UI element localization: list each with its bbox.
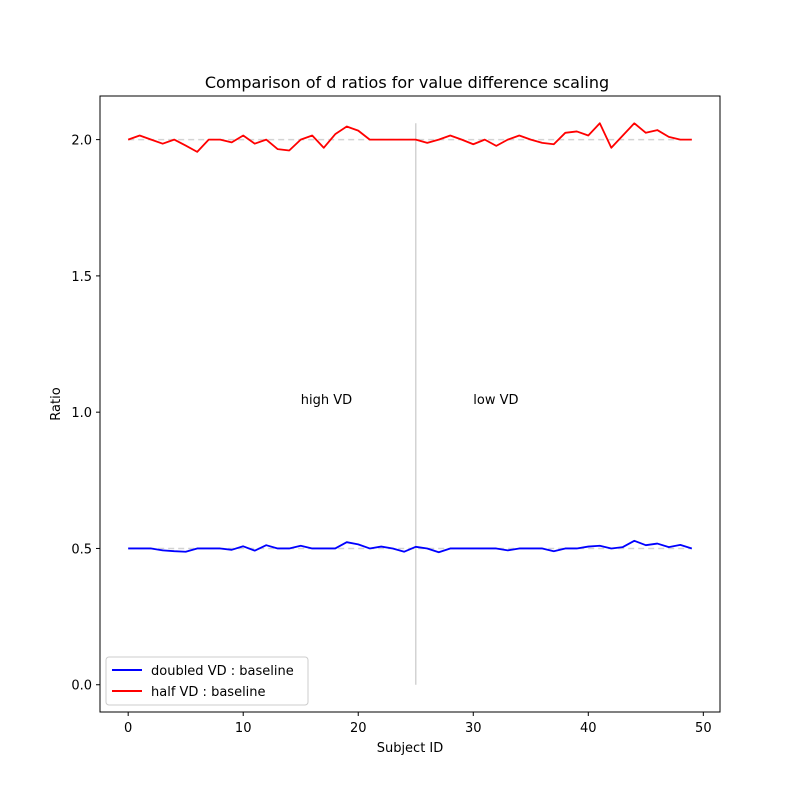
legend: doubled VD : baseline half VD : baseline xyxy=(105,656,309,706)
legend-label-half: half VD : baseline xyxy=(151,685,266,700)
x-tick-label: 30 xyxy=(465,721,482,736)
legend-box xyxy=(105,656,309,706)
annotation-1: low VD xyxy=(473,393,518,408)
plot-frame xyxy=(99,95,721,713)
y-tick-label: 1.0 xyxy=(71,406,92,421)
chart-title: Comparison of d ratios for value differe… xyxy=(205,73,609,92)
annotation-0: high VD xyxy=(301,393,352,408)
y-tick-label: 1.5 xyxy=(71,270,92,285)
series-line-1 xyxy=(127,122,692,153)
x-tick-label: 10 xyxy=(235,721,252,736)
legend-label-doubled: doubled VD : baseline xyxy=(151,664,294,679)
y-tick-label: 0.5 xyxy=(71,542,92,557)
x-axis-label: Subject ID xyxy=(377,741,444,756)
series-line-0 xyxy=(128,539,693,554)
x-tick-label: 0 xyxy=(124,721,132,736)
y-tick-label: 0.0 xyxy=(71,679,92,694)
y-axis-label: Ratio xyxy=(49,387,64,420)
x-tick-label: 20 xyxy=(350,721,367,736)
x-tick-label: 40 xyxy=(580,721,597,736)
y-tick-label: 2.0 xyxy=(71,134,92,149)
x-tick-label: 50 xyxy=(695,721,712,736)
